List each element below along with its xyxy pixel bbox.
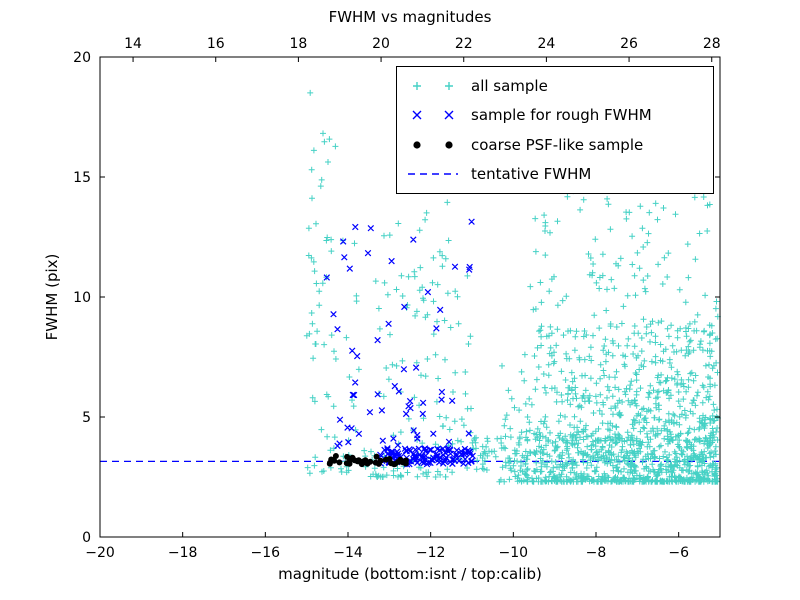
legend-item-all-sample: all sample [405, 73, 705, 99]
x-tick-label: −10 [499, 545, 529, 561]
legend-item-rough-fwhm: sample for rough FWHM [405, 102, 705, 128]
x-tick-label: −20 [85, 545, 115, 561]
legend-item-psf-sample: coarse PSF-like sample [405, 132, 705, 158]
y-tick-label: 5 [82, 410, 91, 426]
legend-label: sample for rough FWHM [471, 106, 652, 125]
top-tick-label: 20 [372, 36, 390, 52]
legend-label: tentative FWHM [471, 165, 592, 184]
x-axis-label: magnitude (bottom:isnt / top:calib) [278, 565, 542, 583]
dashed-line-icon [408, 173, 458, 175]
x-tick-label: −8 [586, 545, 607, 561]
top-tick-label: 28 [703, 36, 721, 52]
cross-marker-icon [412, 110, 454, 120]
x-tick-label: −16 [251, 545, 281, 561]
series-coarse-PSF-like-sample [326, 453, 409, 468]
top-tick-label: 14 [124, 36, 142, 52]
top-tick-label: 22 [455, 36, 473, 52]
legend-box: all sample sample for rough FWHM coarse … [396, 66, 714, 194]
x-tick-label: −14 [333, 545, 363, 561]
plus-marker-icon [413, 81, 453, 90]
top-tick-label: 24 [537, 36, 555, 52]
legend-item-tentative-fwhm: tentative FWHM [405, 161, 705, 187]
x-tick-label: −18 [168, 545, 198, 561]
y-axis-label: FWHM (pix) [43, 253, 61, 341]
x-tick-label: −6 [668, 545, 689, 561]
x-tick-label: −12 [416, 545, 446, 561]
top-tick-label: 16 [207, 36, 225, 52]
y-tick-label: 10 [73, 290, 91, 306]
legend-label: coarse PSF-like sample [471, 135, 644, 154]
y-tick-label: 20 [73, 50, 91, 66]
top-tick-label: 18 [289, 36, 307, 52]
y-tick-label: 15 [73, 170, 91, 186]
top-tick-label: 26 [620, 36, 638, 52]
legend-label: all sample [471, 76, 548, 95]
chart-title: FWHM vs magnitudes [328, 8, 492, 26]
dot-marker-icon [413, 141, 453, 149]
series-all-sample [303, 89, 721, 485]
y-tick-label: 0 [82, 530, 91, 546]
